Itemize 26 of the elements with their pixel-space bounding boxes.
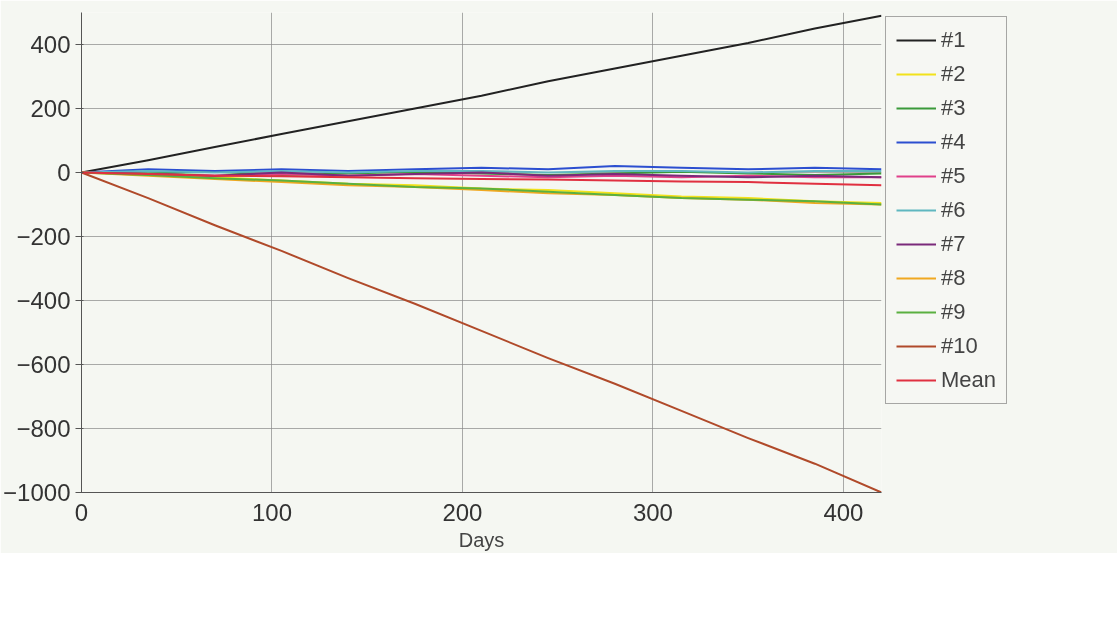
legend-label: #2 [941, 61, 966, 87]
y-tick-label: −400 [16, 287, 71, 314]
x-tick-label: 0 [74, 498, 89, 526]
legend-label: #4 [941, 129, 966, 155]
x-tick-label: 100 [251, 498, 292, 526]
legend-label: #1 [941, 27, 966, 53]
x-tick-label: 300 [632, 498, 673, 526]
legend-label: #6 [941, 197, 966, 223]
y-tick-label: −1000 [3, 479, 71, 506]
y-tick-label: 0 [57, 159, 71, 186]
x-tick-label: 200 [442, 498, 483, 526]
legend-label: #7 [941, 231, 966, 257]
y-tick-label: −800 [16, 415, 71, 442]
legend-label: #3 [941, 95, 966, 121]
legend-label: #5 [941, 163, 966, 189]
legend-label: Mean [941, 367, 997, 393]
legend-label: #8 [941, 265, 966, 291]
y-tick-label: −200 [16, 223, 71, 250]
y-tick-label: 200 [30, 95, 71, 122]
legend-label: #10 [941, 333, 978, 359]
y-tick-label: −600 [16, 351, 71, 378]
line-series [81, 171, 882, 187]
x-axis-title: Days [458, 528, 505, 551]
x-tick-label: 400 [823, 498, 864, 526]
legend-label: #9 [941, 299, 966, 325]
y-tick-label: 400 [30, 31, 71, 58]
